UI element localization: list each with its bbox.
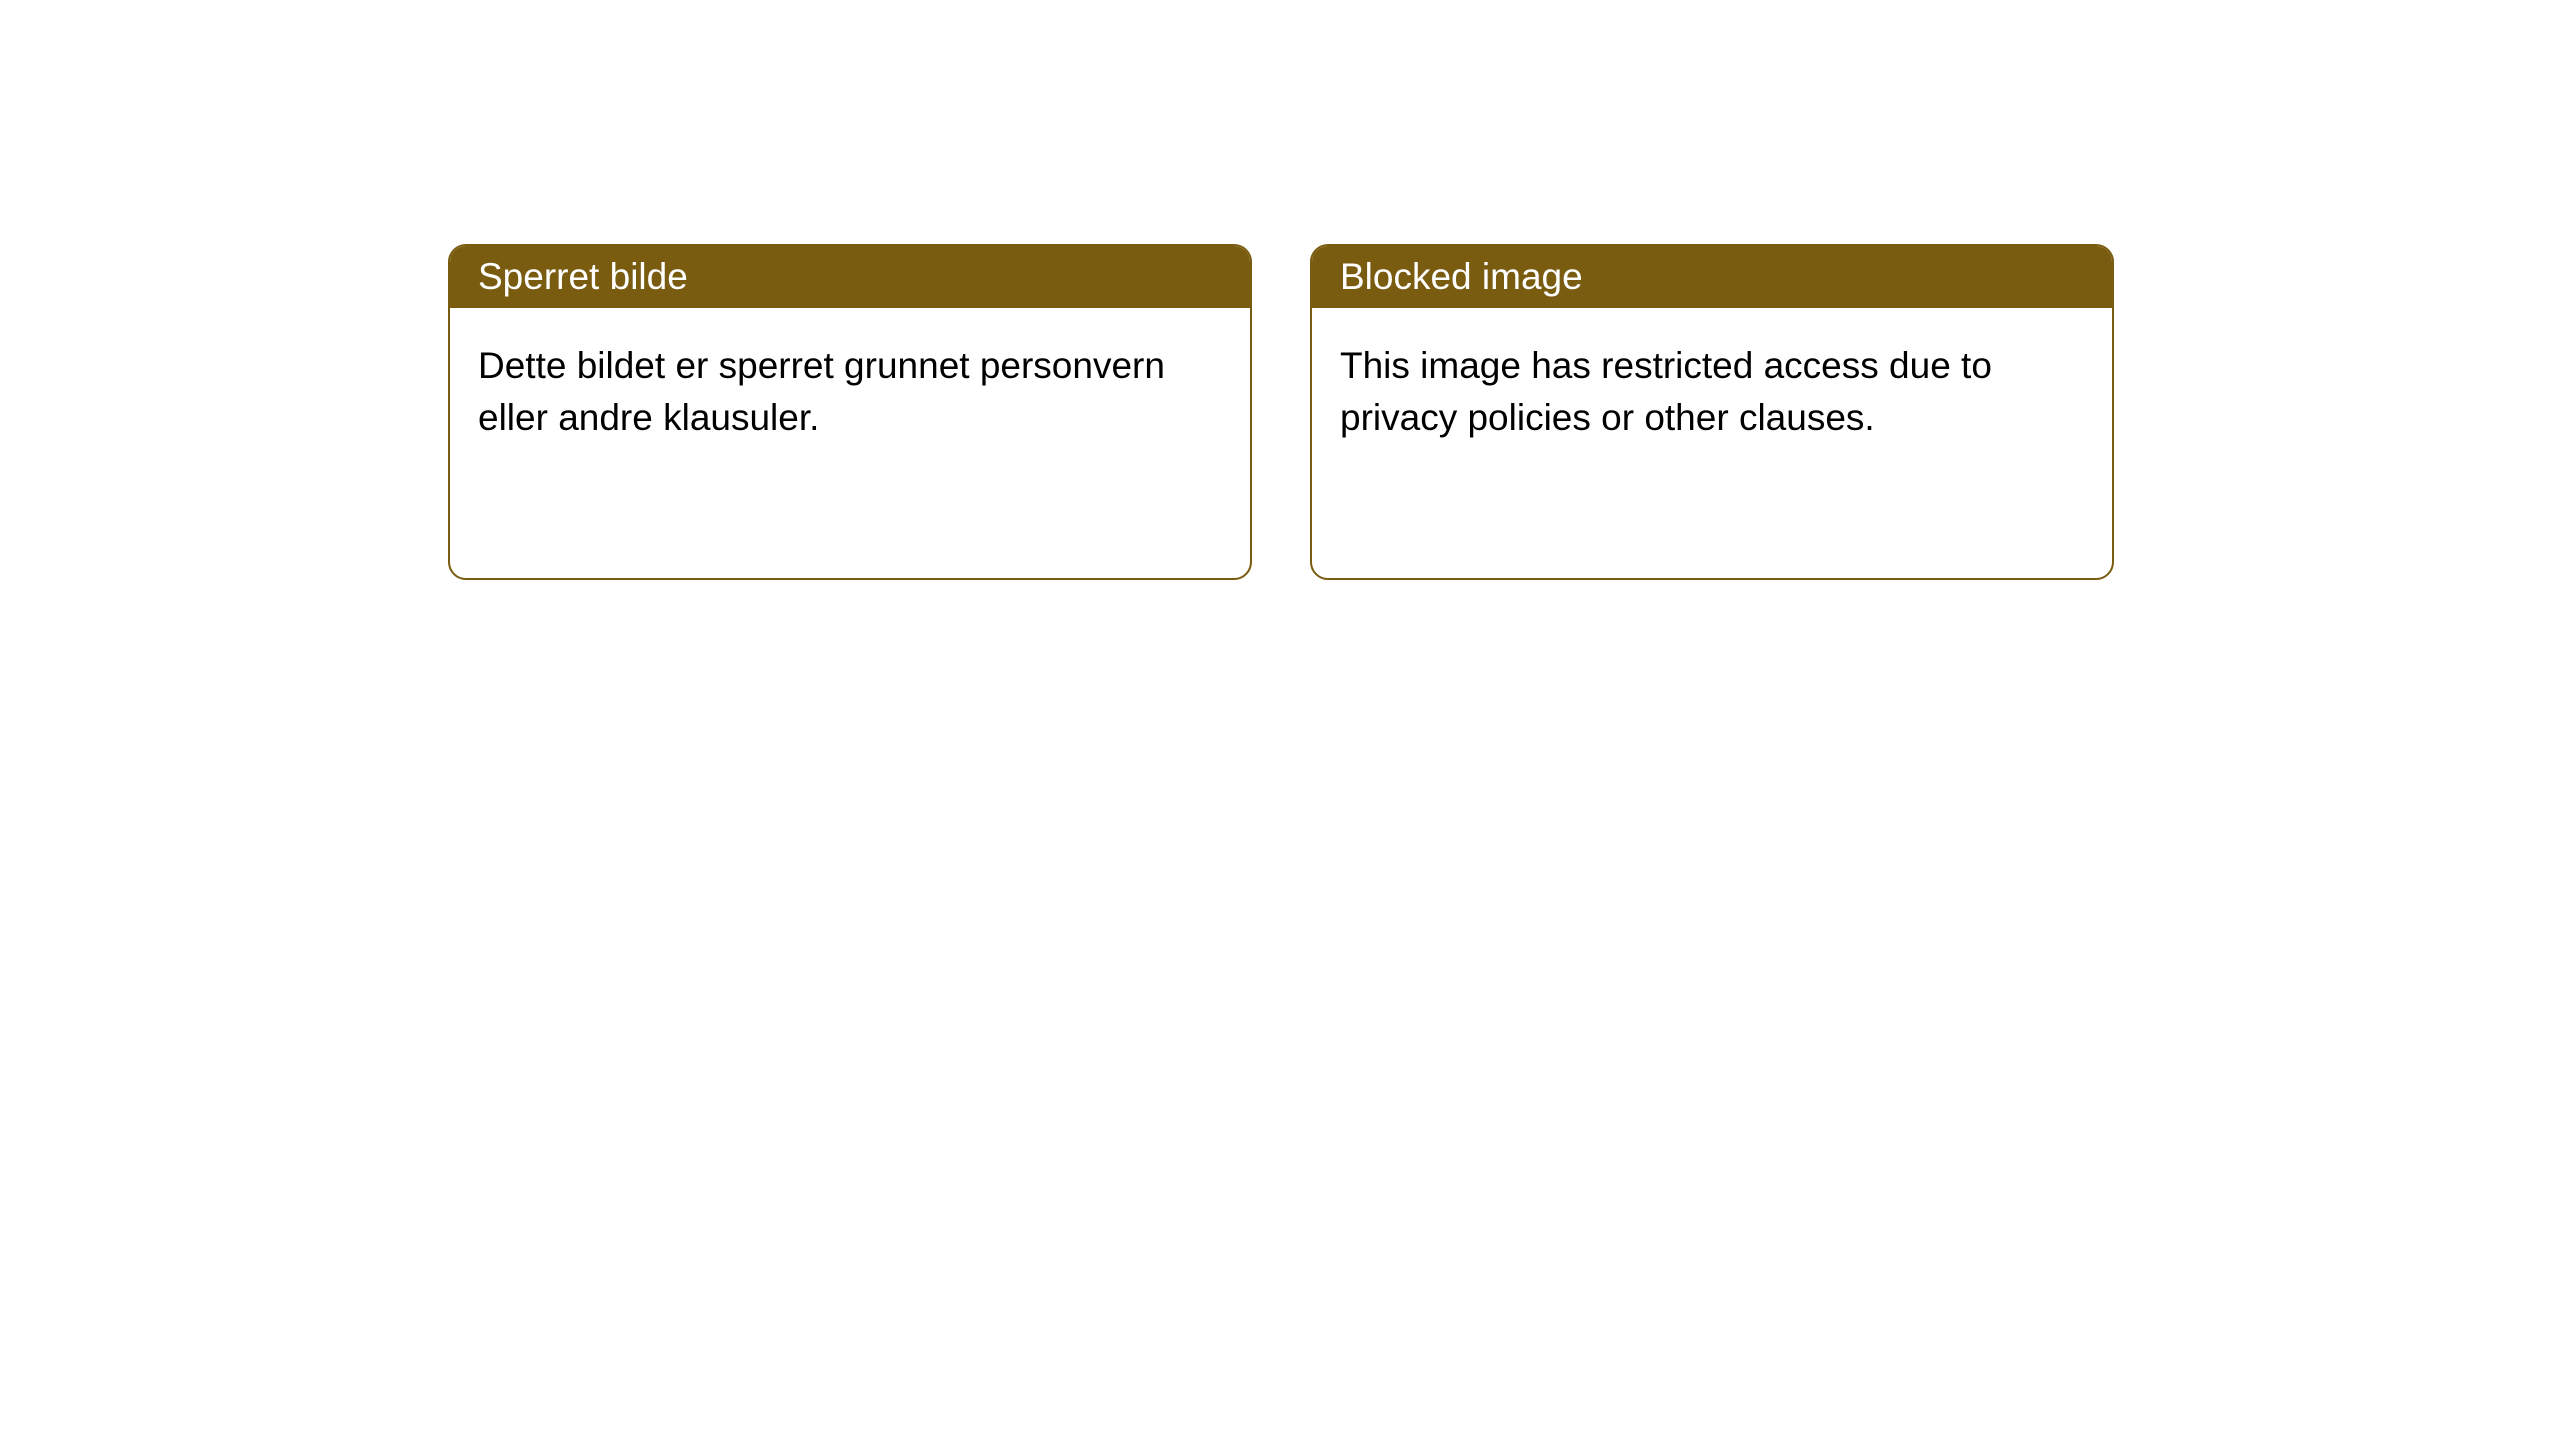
notice-body-text: This image has restricted access due to …: [1340, 345, 1992, 438]
notice-body-text: Dette bildet er sperret grunnet personve…: [478, 345, 1165, 438]
notice-title: Blocked image: [1340, 256, 1583, 298]
notice-card-english: Blocked image This image has restricted …: [1310, 244, 2114, 580]
notice-body: Dette bildet er sperret grunnet personve…: [450, 308, 1250, 476]
notice-card-norwegian: Sperret bilde Dette bildet er sperret gr…: [448, 244, 1252, 580]
notice-container: Sperret bilde Dette bildet er sperret gr…: [0, 0, 2560, 580]
notice-header: Sperret bilde: [450, 246, 1250, 308]
notice-title: Sperret bilde: [478, 256, 688, 298]
notice-body: This image has restricted access due to …: [1312, 308, 2112, 476]
notice-header: Blocked image: [1312, 246, 2112, 308]
